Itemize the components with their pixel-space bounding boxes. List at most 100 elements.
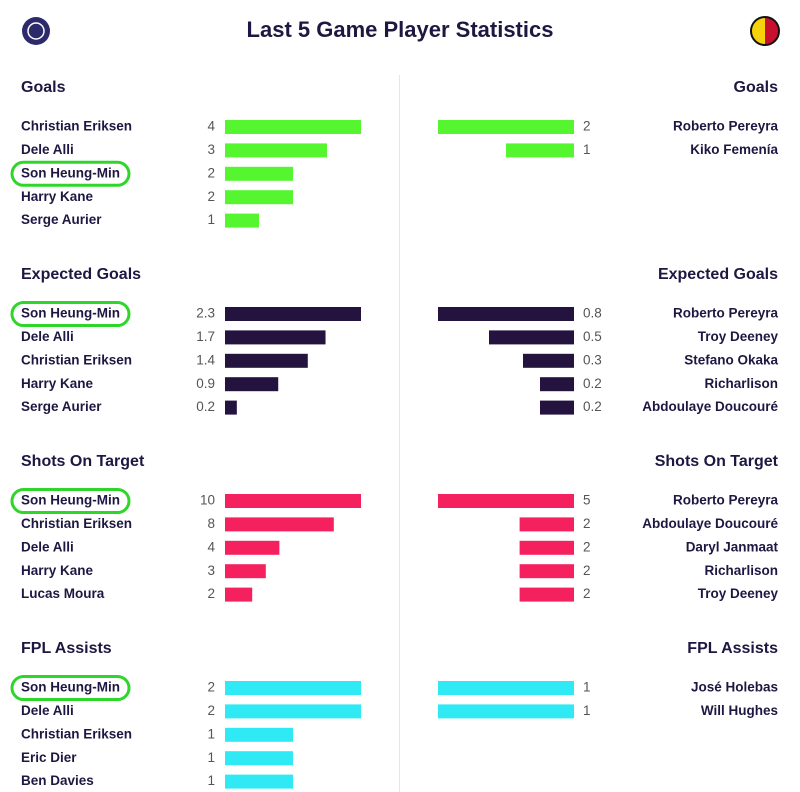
bar <box>225 517 334 532</box>
bar <box>225 774 293 789</box>
player-name: Daryl Janmaat <box>686 539 779 554</box>
bar <box>225 400 237 415</box>
value-label: 3 <box>207 142 215 157</box>
bar <box>225 143 327 158</box>
player-name: Will Hughes <box>701 703 778 718</box>
highlight-ring <box>10 301 131 327</box>
bar <box>225 307 361 321</box>
bar <box>225 681 361 695</box>
bar <box>489 330 574 345</box>
section-title: FPL Assists <box>21 640 112 657</box>
player-name: Son Heung-Min <box>21 165 120 180</box>
bar <box>225 751 293 766</box>
player-name: Harry Kane <box>21 376 94 391</box>
player-name: Dele Alli <box>21 703 74 718</box>
bar <box>225 564 266 579</box>
bar <box>225 540 280 555</box>
bar <box>225 377 279 392</box>
player-name: Son Heung-Min <box>21 306 120 321</box>
value-label: 2 <box>207 165 215 180</box>
bar <box>225 120 361 134</box>
value-label: 2 <box>207 189 215 204</box>
value-label: 0.5 <box>583 329 602 344</box>
value-label: 0.8 <box>583 306 602 321</box>
value-label: 1.7 <box>196 329 215 344</box>
player-name: Abdoulaye Doucouré <box>642 516 778 531</box>
player-name: Christian Eriksen <box>21 516 132 531</box>
bar <box>225 353 308 368</box>
value-label: 2 <box>583 539 591 554</box>
player-name: Ben Davies <box>21 773 94 788</box>
value-label: 0.2 <box>196 399 215 414</box>
bar <box>519 587 574 602</box>
value-label: 0.9 <box>196 376 215 391</box>
value-label: 5 <box>583 493 591 508</box>
bar <box>519 564 574 579</box>
player-name: José Holebas <box>691 680 778 695</box>
bar <box>523 353 574 368</box>
player-name: Dele Alli <box>21 329 74 344</box>
section-title: FPL Assists <box>687 640 778 657</box>
value-label: 2 <box>583 516 591 531</box>
value-label: 2 <box>207 680 215 695</box>
bar <box>438 704 574 719</box>
player-name: Troy Deeney <box>698 586 779 601</box>
value-label: 4 <box>207 539 215 554</box>
player-name: Serge Aurier <box>21 399 102 414</box>
value-label: 8 <box>207 516 215 531</box>
bar <box>225 166 293 181</box>
value-label: 4 <box>207 119 215 134</box>
bar <box>540 400 574 415</box>
value-label: 2 <box>583 563 591 578</box>
bar <box>438 120 574 134</box>
bar <box>506 143 574 158</box>
value-label: 0.2 <box>583 399 602 414</box>
player-name: Lucas Moura <box>21 586 105 601</box>
player-name: Abdoulaye Doucouré <box>642 399 778 414</box>
bar <box>438 494 574 508</box>
highlight-ring <box>10 488 131 514</box>
value-label: 1 <box>207 726 215 741</box>
section-title: Goals <box>734 79 779 96</box>
player-name: Eric Dier <box>21 750 77 765</box>
highlight-ring <box>10 675 131 701</box>
value-label: 2 <box>207 586 215 601</box>
player-name: Christian Eriksen <box>21 119 132 134</box>
value-label: 1 <box>583 680 591 695</box>
player-name: Richarlison <box>704 376 778 391</box>
bar <box>225 587 253 602</box>
bar <box>225 213 259 228</box>
value-label: 2.3 <box>196 306 215 321</box>
player-name: Christian Eriksen <box>21 352 132 367</box>
bar <box>225 704 361 719</box>
section-title: Expected Goals <box>658 266 778 283</box>
section-title: Goals <box>21 79 66 96</box>
value-label: 0.2 <box>583 376 602 391</box>
section-title: Shots On Target <box>655 453 779 470</box>
value-label: 10 <box>200 493 215 508</box>
value-label: 2 <box>583 119 591 134</box>
value-label: 1 <box>583 703 591 718</box>
bar <box>225 330 326 345</box>
value-label: 2 <box>583 586 591 601</box>
player-name: Dele Alli <box>21 142 74 157</box>
player-name: Dele Alli <box>21 539 74 554</box>
bar <box>519 540 574 555</box>
player-name: Roberto Pereyra <box>673 119 779 134</box>
player-name: Son Heung-Min <box>21 493 120 508</box>
bar <box>225 190 293 205</box>
value-label: 1 <box>583 142 591 157</box>
page-title: Last 5 Game Player Statistics <box>247 17 554 42</box>
value-label: 0.3 <box>583 352 602 367</box>
player-name: Harry Kane <box>21 563 94 578</box>
player-name: Serge Aurier <box>21 212 102 227</box>
player-name: Roberto Pereyra <box>673 306 779 321</box>
bar <box>225 494 361 508</box>
value-label: 3 <box>207 563 215 578</box>
highlight-ring <box>10 160 131 187</box>
value-label: 2 <box>207 703 215 718</box>
home-logo <box>22 17 50 45</box>
player-name: Stefano Okaka <box>684 352 778 367</box>
bar <box>438 681 574 695</box>
